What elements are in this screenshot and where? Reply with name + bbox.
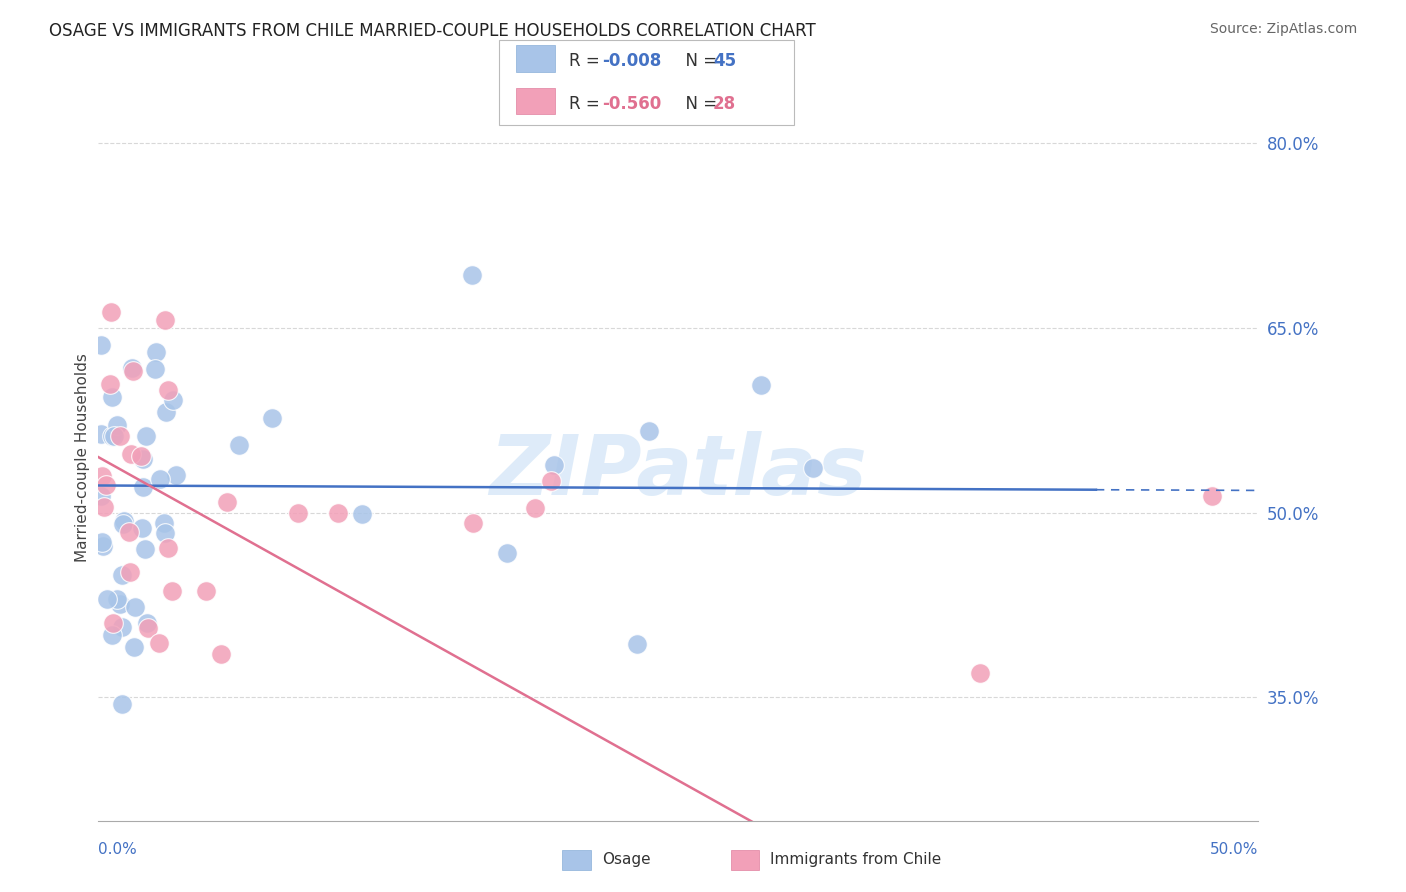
Point	[103, 429, 125, 443]
Point	[111, 697, 134, 711]
Text: Immigrants from Chile: Immigrants from Chile	[770, 853, 942, 867]
Point	[110, 429, 132, 443]
Point	[461, 268, 484, 283]
Point	[228, 438, 250, 452]
Point	[112, 514, 135, 528]
Point	[540, 475, 562, 489]
Point	[101, 628, 124, 642]
Point	[111, 517, 134, 532]
Point	[134, 542, 156, 557]
Point	[100, 305, 122, 319]
Point	[120, 447, 142, 461]
Text: 28: 28	[713, 95, 735, 112]
Point	[94, 478, 117, 492]
Point	[217, 495, 239, 509]
Point	[156, 541, 179, 556]
Point	[749, 377, 772, 392]
Point	[145, 344, 167, 359]
Point	[90, 489, 112, 503]
Point	[143, 361, 166, 376]
Point	[801, 461, 824, 475]
Point	[1201, 489, 1223, 503]
Point	[262, 411, 284, 425]
Text: N =: N =	[675, 95, 723, 112]
Point	[105, 418, 128, 433]
Text: 45: 45	[713, 53, 735, 70]
Point	[101, 429, 124, 443]
Point	[135, 615, 157, 630]
Point	[209, 647, 232, 661]
Point	[91, 469, 114, 483]
Point	[287, 507, 309, 521]
Point	[153, 525, 176, 540]
Point	[543, 458, 565, 473]
Point	[156, 384, 179, 398]
Point	[90, 427, 112, 442]
Point	[328, 506, 350, 520]
Text: 50.0%: 50.0%	[1211, 842, 1258, 857]
Point	[124, 600, 146, 615]
Point	[129, 449, 152, 463]
Point	[111, 620, 134, 634]
Point	[111, 568, 134, 582]
Text: 0.0%: 0.0%	[98, 842, 138, 857]
Point	[121, 361, 143, 376]
Point	[132, 451, 155, 466]
Text: N =: N =	[675, 53, 723, 70]
Point	[194, 583, 217, 598]
Text: R =: R =	[569, 95, 606, 112]
Text: -0.560: -0.560	[602, 95, 661, 112]
Point	[148, 636, 170, 650]
Point	[93, 500, 115, 514]
Point	[152, 516, 174, 530]
Point	[523, 500, 546, 515]
Text: ZIPatlas: ZIPatlas	[489, 431, 868, 512]
Point	[162, 392, 184, 407]
Point	[131, 521, 153, 535]
Point	[120, 566, 142, 580]
Point	[350, 508, 373, 522]
Text: Osage: Osage	[602, 853, 651, 867]
Point	[496, 545, 519, 559]
Point	[90, 337, 112, 351]
Point	[149, 471, 172, 485]
Point	[105, 592, 128, 607]
Y-axis label: Married-couple Households: Married-couple Households	[75, 352, 90, 562]
Point	[969, 666, 991, 681]
Point	[135, 429, 157, 443]
Point	[637, 424, 659, 438]
Text: -0.008: -0.008	[602, 53, 661, 70]
Point	[101, 616, 124, 631]
Point	[101, 390, 124, 404]
Point	[155, 312, 177, 326]
Point	[155, 405, 177, 419]
Point	[118, 524, 141, 539]
Point	[162, 583, 184, 598]
Point	[626, 637, 648, 651]
Point	[136, 621, 159, 635]
Point	[122, 640, 145, 655]
Text: R =: R =	[569, 53, 606, 70]
Point	[96, 591, 118, 606]
Text: Source: ZipAtlas.com: Source: ZipAtlas.com	[1209, 22, 1357, 37]
Point	[91, 539, 114, 553]
Point	[108, 597, 131, 611]
Point	[98, 377, 121, 392]
Text: OSAGE VS IMMIGRANTS FROM CHILE MARRIED-COUPLE HOUSEHOLDS CORRELATION CHART: OSAGE VS IMMIGRANTS FROM CHILE MARRIED-C…	[49, 22, 815, 40]
Point	[461, 516, 484, 531]
Point	[122, 364, 145, 378]
Point	[165, 468, 187, 483]
Point	[131, 480, 153, 494]
Point	[91, 534, 114, 549]
